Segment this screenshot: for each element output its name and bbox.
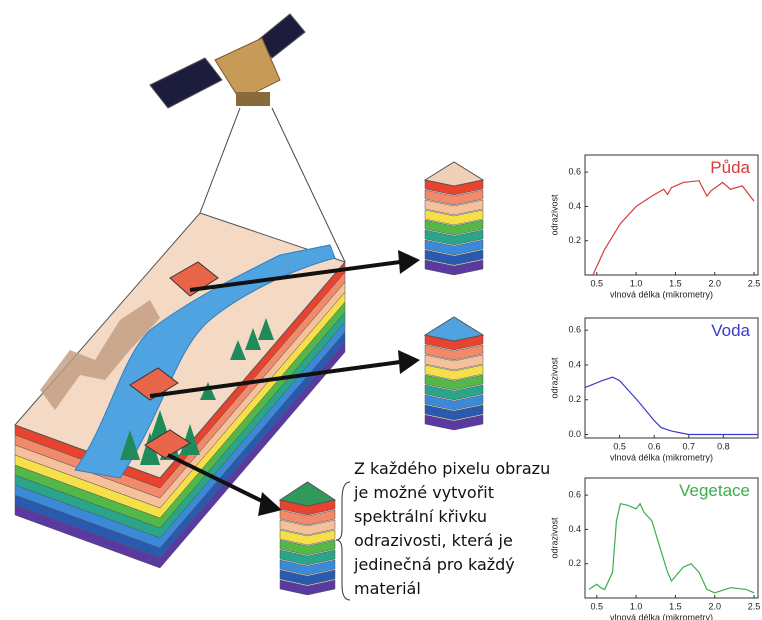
view-line — [272, 108, 345, 262]
caption: Z každého pixelu obrazu je možné vytvořit… — [353, 459, 550, 598]
chart-title: Půda — [710, 158, 750, 177]
x-tick-label: 0.8 — [717, 441, 730, 451]
x-tick-label: 2.0 — [708, 278, 721, 288]
chart-title: Vegetace — [679, 481, 750, 500]
y-axis-label: odrazivost — [549, 357, 559, 399]
x-tick-label: 1.5 — [669, 278, 682, 288]
x-tick-label: 0.7 — [683, 441, 696, 451]
x-axis-label: vlnová délka (mikrometry) — [610, 612, 713, 620]
caption-line: spektrální křivku — [354, 507, 487, 526]
y-tick-label: 0.2 — [568, 235, 581, 245]
y-axis-label: odrazivost — [549, 194, 559, 236]
x-tick-label: 0.5 — [613, 441, 626, 451]
x-axis-label: vlnová délka (mikrometry) — [610, 289, 713, 299]
x-axis-label: vlnová délka (mikrometry) — [610, 452, 713, 462]
caption-line: jedinečná pro každý — [353, 555, 515, 574]
y-tick-label: 0.4 — [568, 201, 581, 211]
x-tick-label: 2.5 — [748, 278, 761, 288]
caption-line: odrazivosti, která je — [354, 531, 513, 550]
x-tick-label: 2.5 — [748, 601, 761, 611]
chart-title: Voda — [711, 321, 750, 340]
spectral-curve — [589, 504, 754, 593]
y-tick-label: 0.4 — [568, 524, 581, 534]
x-tick-label: 0.6 — [648, 441, 661, 451]
x-tick-label: 0.5 — [591, 278, 604, 288]
x-tick-label: 1.0 — [630, 601, 643, 611]
y-tick-label: 0.2 — [568, 558, 581, 568]
brace — [336, 482, 350, 600]
y-axis-label: odrazivost — [549, 517, 559, 559]
y-tick-label: 0.6 — [568, 167, 581, 177]
view-line — [200, 108, 240, 213]
satellite — [150, 14, 305, 108]
y-tick-label: 0.4 — [568, 359, 581, 369]
y-tick-label: 0.0 — [568, 429, 581, 439]
figure: Z každého pixelu obrazu je možné vytvořit… — [0, 0, 762, 620]
chart: 0.5 1.0 1.5 2.0 2.5 0.2 0.4 0.6 vlnová délka (mi… — [549, 155, 760, 299]
x-tick-label: 2.0 — [708, 601, 721, 611]
y-tick-label: 0.6 — [568, 490, 581, 500]
caption-line: materiál — [354, 579, 421, 598]
spectral-curve — [593, 181, 754, 275]
x-tick-label: 0.5 — [591, 601, 604, 611]
y-tick-label: 0.6 — [568, 325, 581, 335]
spectral-curve — [585, 377, 758, 434]
y-tick-label: 0.2 — [568, 394, 581, 404]
caption-line: Z každého pixelu obrazu — [354, 459, 550, 478]
x-tick-label: 1.0 — [630, 278, 643, 288]
caption-line: je možné vytvořit — [353, 483, 494, 502]
x-tick-label: 1.5 — [669, 601, 682, 611]
chart: 0.5 1.0 1.5 2.0 2.5 0.2 0.4 0.6 vlnová délka (mi… — [549, 478, 760, 620]
